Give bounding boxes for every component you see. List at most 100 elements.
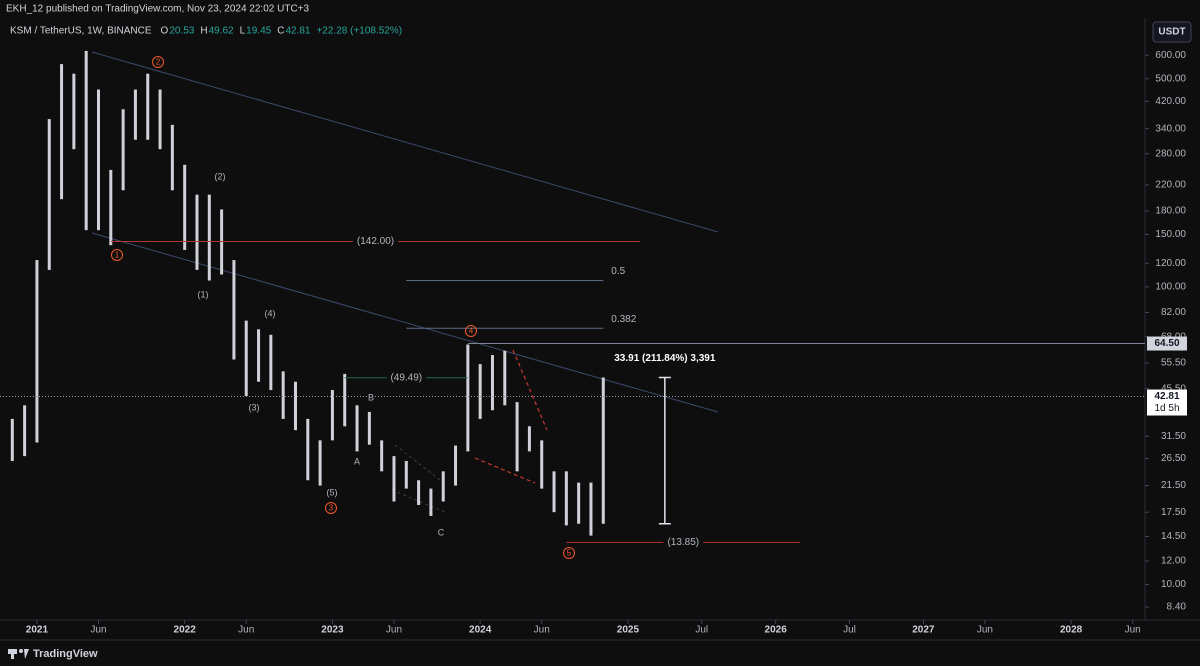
price-bar (380, 440, 384, 472)
wave-circle (325, 502, 337, 514)
price-line-label: 64.50 (1154, 338, 1179, 349)
price-bar (552, 471, 556, 513)
price-bar (23, 405, 27, 457)
wedge-line (474, 457, 536, 484)
price-bar (293, 381, 297, 431)
sub-wave-label: A (354, 456, 360, 466)
y-tick-label: 120.00 (1155, 258, 1186, 269)
price-bar (577, 482, 581, 524)
sub-wave-label: (4) (265, 308, 276, 318)
price-line-box (1147, 336, 1187, 351)
low-label: L (240, 26, 246, 37)
x-tick-label: Jul (695, 625, 708, 636)
wave-label: 2 (156, 58, 161, 67)
currency-button[interactable] (1152, 21, 1192, 43)
price-bar (392, 456, 396, 502)
y-tick-label: 45.50 (1161, 383, 1186, 394)
trend-channel (91, 51, 719, 233)
price-bar (490, 355, 494, 411)
price-bar (503, 350, 507, 406)
price-bar (72, 73, 76, 150)
current-price-box (1147, 389, 1187, 416)
price-bar (404, 460, 408, 489)
price-bar (454, 445, 458, 486)
price-bar (540, 440, 544, 489)
price-bar (441, 471, 445, 502)
y-tick-label: 21.50 (1161, 480, 1186, 491)
x-tick-label: 2026 (765, 625, 788, 636)
price-level-label-bg (663, 536, 704, 549)
wave-circle (111, 249, 123, 261)
price-level-label: (142.00) (357, 236, 394, 247)
close-label: C (277, 26, 284, 37)
price-bar (183, 164, 187, 250)
price-bar (343, 373, 347, 427)
sub-wave-label: B (368, 392, 374, 402)
price-bar (269, 334, 273, 391)
price-bar (601, 377, 605, 524)
price-bar (170, 124, 174, 191)
x-tick-label: Jun (1125, 625, 1141, 636)
x-tick-label: 2024 (469, 625, 492, 636)
price-bar (429, 488, 433, 516)
y-tick-label: 600.00 (1155, 50, 1186, 61)
x-tick-label: Jun (90, 625, 106, 636)
y-tick-label: 280.00 (1155, 148, 1186, 159)
x-tick-label: 2027 (912, 625, 935, 636)
low-value: 19.45 (246, 26, 271, 37)
change-value: +22.28 (+108.52%) (316, 26, 402, 37)
fib-label: 0.382 (611, 314, 636, 325)
close-value: 42.81 (285, 26, 310, 37)
current-price-label: 42.81 (1154, 391, 1179, 402)
price-bar (466, 344, 470, 452)
publisher: EKH_12 published on TradingView.com, Nov… (6, 4, 310, 15)
y-tick-label: 220.00 (1155, 180, 1186, 191)
x-tick-label: Jun (386, 625, 402, 636)
currency-label[interactable]: USDT (1158, 27, 1185, 38)
price-bar (35, 260, 39, 443)
y-tick-label: 500.00 (1155, 73, 1186, 84)
price-bar (257, 329, 261, 382)
price-level-label: (13.85) (667, 537, 699, 548)
price-bar (367, 411, 371, 445)
price-bar (564, 471, 568, 526)
wave-circle (563, 547, 575, 559)
x-tick-label: Jul (843, 625, 856, 636)
wave-label: 4 (469, 327, 474, 336)
fib-label: 0.5 (611, 266, 625, 277)
price-bar (60, 64, 64, 200)
price-bar (109, 169, 113, 246)
y-tick-label: 26.50 (1161, 453, 1186, 464)
price-bar (417, 480, 421, 505)
price-bar (146, 73, 150, 140)
price-bar (195, 194, 199, 270)
x-tick-label: 2025 (617, 625, 640, 636)
price-bar (527, 426, 531, 452)
x-tick-label: 2028 (1060, 625, 1083, 636)
x-tick-label: Jun (238, 625, 254, 636)
x-tick-label: Jun (534, 625, 550, 636)
y-tick-label: 180.00 (1155, 205, 1186, 216)
sub-wave-label: (1) (198, 289, 209, 299)
wave-circle (152, 56, 164, 68)
x-tick-label: Jun (977, 625, 993, 636)
price-bar (589, 482, 593, 536)
sub-wave-label: C (438, 527, 445, 537)
price-bar (318, 440, 322, 486)
price-bar (84, 50, 88, 231)
price-bar (330, 390, 334, 441)
y-tick-label: 8.40 (1167, 602, 1187, 613)
y-tick-label: 14.50 (1161, 531, 1186, 542)
y-tick-label: 55.50 (1161, 358, 1186, 369)
y-tick-label: 10.00 (1161, 579, 1186, 590)
y-tick-label: 420.00 (1155, 96, 1186, 107)
sub-wave-label: (2) (215, 171, 226, 181)
price-level-label-bg (386, 371, 427, 384)
y-tick-label: 31.50 (1161, 431, 1186, 442)
y-tick-label: 17.50 (1161, 507, 1186, 518)
plot-area: (142.00) (13.85) (49.49) 0.5 0.382 33.91 (211… (10, 50, 801, 559)
wave-label: 5 (567, 549, 572, 558)
y-tick-label: 150.00 (1155, 229, 1186, 240)
x-tick-label: 2023 (321, 625, 344, 636)
sub-wave-label: (3) (249, 402, 260, 412)
